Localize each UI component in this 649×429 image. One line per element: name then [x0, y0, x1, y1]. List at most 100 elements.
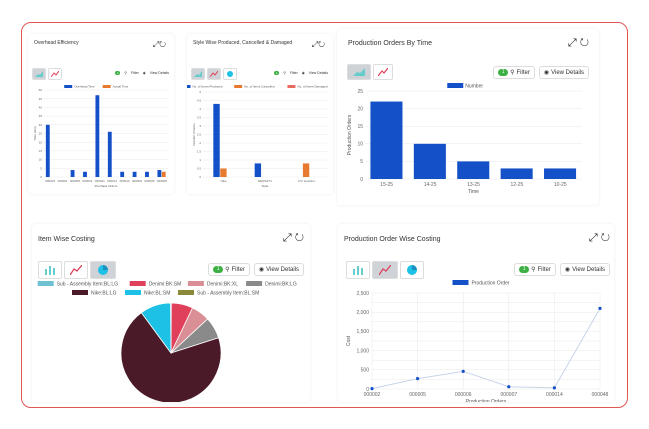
filter-button[interactable]: Filter — [516, 69, 530, 76]
y-tick-label: 0 — [199, 175, 201, 179]
y-tick-label: 3 — [199, 124, 201, 128]
bar — [45, 124, 50, 177]
y-tick-label: 2,500 — [356, 291, 369, 297]
y-tick-label: 25 — [357, 89, 363, 95]
line-chart-toggle[interactable] — [48, 68, 62, 80]
filter-button[interactable]: Filter — [231, 266, 245, 273]
pie-chart-toggle[interactable] — [223, 68, 237, 80]
x-axis-label: Style — [262, 184, 269, 188]
x-tick-label: DENIM/T1 — [258, 179, 272, 183]
x-tick-label: 000021 — [95, 179, 105, 183]
data-point — [370, 387, 374, 391]
x-tick-label: 000023 — [45, 179, 55, 183]
filter-button[interactable]: Filter — [537, 266, 551, 273]
data-point — [416, 377, 420, 381]
filter-button[interactable]: Filter — [130, 71, 139, 75]
legend-swatch — [125, 290, 141, 295]
legend-label: Denimi:BK:SM — [149, 282, 182, 288]
x-tick-label: 000024 — [82, 179, 92, 183]
y-tick-label: 1,500 — [356, 329, 369, 335]
legend-swatch — [64, 85, 73, 88]
refresh-icon[interactable]: ↻ — [318, 40, 325, 49]
line-chart-toggle[interactable] — [372, 261, 398, 279]
view-details-button[interactable]: View Details — [551, 69, 584, 76]
series-line — [371, 308, 601, 390]
bar — [213, 103, 220, 177]
refresh-icon[interactable]: ↻ — [600, 232, 610, 244]
x-axis-label: Time — [468, 189, 479, 195]
bar-chart-toggle[interactable] — [346, 261, 370, 279]
legend-swatch — [178, 290, 194, 295]
x-axis-label: Purchase Orders — [95, 184, 118, 188]
legend-swatch — [129, 281, 146, 286]
legend-swatch — [37, 281, 54, 286]
y-tick-label: 1 — [199, 158, 201, 162]
legend-label: Number — [465, 84, 483, 90]
legend-label: Actual Time — [113, 85, 129, 89]
refresh-icon[interactable]: ↻ — [579, 37, 589, 49]
y-tick-label: 3.5 — [197, 116, 202, 120]
bar — [107, 131, 112, 177]
y-tick-label: 2.5 — [197, 133, 202, 137]
line-chart-toggle[interactable] — [207, 68, 221, 80]
y-tick-label: 0 — [40, 175, 42, 179]
legend-label: Sub - Assembly Item:BL:SM — [197, 291, 259, 297]
area-chart-toggle[interactable] — [347, 64, 371, 80]
y-tick-label: 10 — [357, 142, 363, 148]
y-tick-label: 4.5 — [197, 99, 202, 103]
expand-icon[interactable]: ⤢ — [311, 40, 319, 49]
data-point — [552, 386, 556, 390]
panel-title: Item Wise Costing — [38, 236, 95, 243]
pie-chart-toggle[interactable] — [400, 261, 424, 279]
x-tick-label: 000010 — [120, 179, 130, 183]
filter-button[interactable]: Filter — [289, 71, 298, 75]
x-tick-label: 15-25 — [380, 182, 393, 188]
y-axis-label: Number of Items — [192, 123, 196, 146]
line-chart-toggle[interactable] — [373, 64, 393, 80]
legend-swatch — [234, 85, 243, 88]
filter-icon: ⚲ — [531, 267, 536, 273]
x-tick-label: 000011 — [107, 179, 117, 183]
legend-label: Production Order — [472, 281, 510, 287]
style-wise-bar-chart: No. of Items Produced No. of Items Cancel… — [187, 85, 328, 188]
filter-icon: ⚲ — [225, 267, 230, 273]
refresh-icon[interactable]: ↻ — [159, 40, 166, 49]
panel-title: Overhead Efficiency — [34, 40, 79, 46]
view-details-button[interactable]: View Details — [572, 266, 605, 273]
y-tick-label: 5 — [40, 166, 42, 170]
eye-icon: ◉ — [301, 71, 305, 75]
y-tick-label: 50 — [39, 88, 43, 92]
bar — [95, 95, 100, 177]
area-chart-toggle[interactable] — [191, 68, 205, 80]
view-details-button[interactable]: View Details — [149, 71, 169, 75]
expand-icon[interactable]: ⤢ — [588, 232, 598, 244]
expand-icon[interactable]: ⤢ — [567, 37, 577, 49]
x-tick-label: 000009 — [132, 179, 142, 183]
pie-chart-icon — [407, 265, 417, 275]
expand-icon[interactable]: ⤢ — [152, 40, 160, 49]
legend-label: Sub - Assembly Item:BL:LG — [57, 282, 119, 288]
expand-icon[interactable]: ⤢ — [282, 232, 292, 244]
dashboard-frame — [21, 22, 628, 408]
refresh-icon[interactable]: ↻ — [294, 232, 304, 244]
area-chart-toggle[interactable] — [32, 68, 46, 80]
filter-count-badge: 1 — [115, 71, 121, 75]
pie-chart-icon — [227, 71, 233, 77]
bar-chart-toggle[interactable] — [38, 261, 62, 279]
y-tick-label: 5 — [199, 90, 201, 94]
y-axis-label: Production Orders — [347, 114, 353, 155]
x-tick-label: 000006 — [455, 392, 472, 398]
pie-chart-toggle[interactable] — [90, 261, 116, 279]
data-point — [598, 306, 602, 310]
production-time-bar-chart: Number 0 5 10 15 20 25 15-25 14-25 13-25 12-25 10-2… — [347, 83, 582, 195]
eye-icon: ◉ — [258, 267, 265, 273]
bar — [161, 171, 166, 177]
x-tick-label: 000005 — [409, 392, 426, 398]
y-tick-label: 35 — [39, 114, 43, 118]
line-chart-toggle[interactable] — [64, 261, 88, 279]
view-details-button[interactable]: View Details — [266, 266, 299, 273]
legend-label: Nike:BL:SM — [144, 291, 170, 297]
x-axis-label: Production Orders — [466, 399, 507, 402]
filter-icon: ⚲ — [283, 71, 286, 75]
view-details-button[interactable]: View Details — [308, 71, 328, 75]
